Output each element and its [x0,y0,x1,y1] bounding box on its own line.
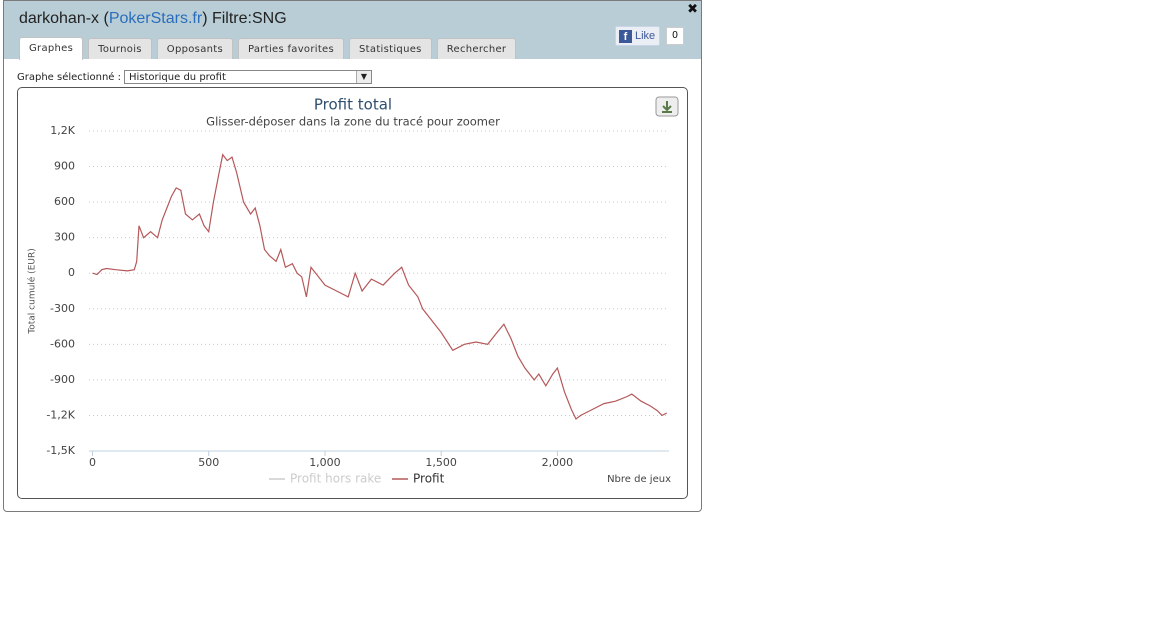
y-tick-label: -1,2K [46,408,75,421]
fb-icon: f [619,29,632,43]
tab[interactable]: Parties favorites [238,38,345,59]
close-button[interactable]: ✖ [687,2,698,17]
y-tick-label: 1,2K [50,124,75,137]
y-axis-title: Total cumulé (EUR) [27,248,38,334]
legend-label: Profit hors rake [290,472,381,486]
chart-title: Profit total [314,96,392,114]
download-button[interactable] [655,96,679,117]
y-tick-label: 600 [54,195,75,208]
tab[interactable]: Graphes [19,37,84,60]
y-tick-label: -1,5K [46,444,75,457]
chart: Profit total Glisser-déposer dans la zon… [27,96,679,486]
x-tick-label: 500 [198,456,219,469]
site-link[interactable]: PokerStars.fr [108,10,203,27]
chart-subtitle: Glisser-déposer dans la zone du tracé po… [206,115,500,129]
like-button[interactable]: f Like [615,26,661,46]
profit-line [92,153,667,420]
like-text: Like [635,30,656,42]
y-tick-label: -600 [50,337,75,350]
dropdown-value: Historique du profit [129,72,226,83]
dropdown-arrow: ▼ [356,71,371,83]
y-tick-label: -300 [50,302,75,315]
tab[interactable]: Tournois [88,38,152,59]
y-tick-label: 300 [54,231,75,244]
tab[interactable]: Rechercher [436,38,517,59]
selector-label: Graphe sélectionné : [17,71,121,83]
x-tick-label: 1,500 [425,456,457,469]
dropdown[interactable]: Historique du profit ▼ [124,70,372,84]
like-widget: f Like 0 [615,26,684,46]
y-tick-label: 0 [68,266,75,279]
y-tick-label: 900 [54,160,75,173]
tab[interactable]: Statistiques [349,38,432,59]
x-tick-label: 1,000 [309,456,341,469]
chart-panel: Profit total Glisser-déposer dans la zon… [17,87,688,499]
x-tick-label: 0 [89,456,96,469]
y-tick-label: -900 [50,373,75,386]
dialog: darkohan-x (PokerStars.fr) Filtre:SNG ✖ … [3,0,702,512]
x-axis-title: Nbre de jeux [607,474,671,485]
title-text: ) Filtre:SNG [202,10,287,27]
x-tick-label: 2,000 [542,456,574,469]
like-count: 0 [666,27,684,45]
graph-selector: Graphe sélectionné : Historique du profi… [17,70,372,84]
title-text: darkohan-x ( [19,10,109,27]
dialog-title: darkohan-x (PokerStars.fr) Filtre:SNG [19,10,287,28]
tab[interactable]: Opposants [156,38,233,59]
tab-bar: Graphes Tournois Opposants Parties favorite… [19,37,517,60]
legend-label: Profit [413,472,445,486]
header: darkohan-x (PokerStars.fr) Filtre:SNG ✖ … [4,1,701,60]
